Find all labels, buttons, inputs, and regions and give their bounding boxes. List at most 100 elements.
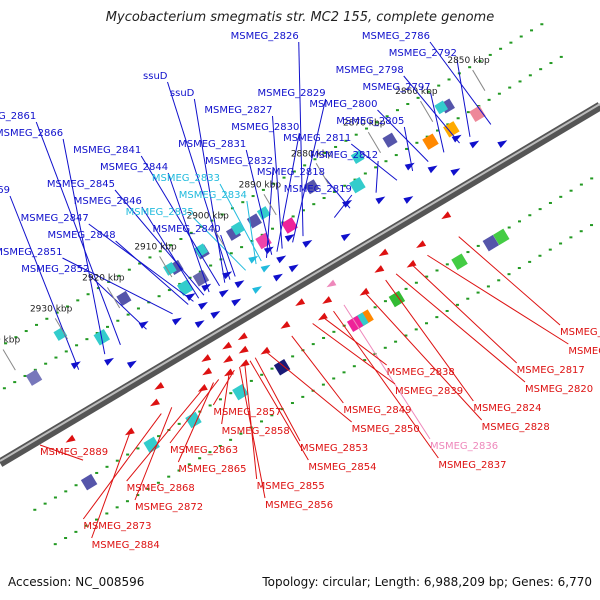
leader-line [219, 183, 262, 262]
forward-feature-box [192, 270, 210, 287]
forward-feature-arrow [222, 271, 233, 280]
leader-line [343, 304, 431, 440]
guide-dot [507, 273, 511, 276]
leader-line [89, 274, 147, 330]
forward-feature-arrow [201, 283, 212, 292]
guide-dot [177, 469, 181, 472]
guide-dot [157, 435, 161, 438]
guide-dot [323, 152, 327, 155]
forward-feature-arrow [260, 264, 271, 273]
gene-label: MSMEG_2798 [336, 65, 404, 76]
gene-label: MSMEG_2866 [0, 128, 63, 139]
kbp-tick-label: 2850 kbp [447, 56, 490, 66]
guide-dot [45, 317, 49, 320]
guide-dot [445, 309, 449, 312]
accession-text: Accession: NC_008596 [8, 575, 145, 589]
leader-line [35, 121, 121, 345]
gene-label: MSMEG_2818 [257, 167, 325, 178]
guide-dot [84, 524, 88, 527]
kbp-tick-line [315, 162, 329, 185]
guide-dot [229, 392, 233, 395]
guide-dot [54, 356, 58, 359]
gene-label: MSMEG_2819 [284, 184, 352, 195]
leader-line [115, 240, 189, 305]
reverse-feature-arrow [406, 259, 417, 268]
leader-line [429, 41, 492, 125]
forward-feature-box [382, 132, 398, 148]
gene-label: MSMEG_2868 [127, 483, 195, 494]
guide-dot [486, 285, 490, 288]
guide-dot [538, 254, 542, 257]
gene-label: MSMEG_2848 [48, 230, 116, 241]
guide-dot [229, 252, 233, 255]
forward-feature-arrow [126, 360, 137, 369]
guide-dot [332, 190, 336, 193]
guide-dot [156, 481, 160, 484]
guide-dot [198, 457, 202, 460]
kbp-tick-line [367, 131, 382, 154]
forward-feature-arrow [218, 289, 229, 298]
kbp-tick-line [54, 318, 68, 340]
forward-feature-box [163, 261, 177, 276]
leader-line [456, 58, 471, 137]
guide-dot [548, 248, 552, 251]
forward-feature-box [349, 176, 366, 194]
guide-dot [405, 147, 409, 150]
kbp-tick-label: 2860 kbp [395, 87, 438, 97]
leader-line [385, 279, 474, 402]
gene-label: MSMEG_2856 [265, 500, 333, 511]
forward-feature-arrow [403, 196, 414, 204]
guide-dot [303, 164, 307, 167]
leader-line [39, 444, 84, 461]
guide-dot [344, 139, 348, 142]
leader-line [403, 75, 460, 144]
guide-dot [548, 201, 552, 204]
kbp-tick-line [263, 193, 277, 216]
guide-dot [446, 123, 450, 126]
kbp-tick-line [211, 225, 225, 247]
guide-dot [365, 127, 369, 130]
guide-dot [528, 214, 532, 217]
forward-feature-box [194, 243, 209, 258]
gene-label: MSMEG_2827 [204, 105, 272, 116]
forward-feature-arrow [427, 165, 438, 174]
guide-dot [85, 338, 89, 341]
leader-line [292, 98, 327, 243]
forward-feature-box [256, 206, 271, 220]
guide-dot [105, 512, 109, 515]
guide-dot [478, 60, 482, 63]
guide-dot [414, 328, 418, 331]
guide-dot [250, 239, 254, 242]
guide-dot [321, 383, 325, 386]
guide-dot [53, 543, 57, 546]
gene-label: MSMEG_2813 [568, 346, 600, 357]
forward-feature-arrow [288, 264, 299, 273]
guide-dot [136, 307, 140, 310]
guide-dot [488, 53, 492, 56]
leader-line [265, 351, 352, 423]
guide-dot [218, 444, 222, 447]
guide-dot [291, 355, 295, 358]
forward-feature-arrow [302, 240, 313, 248]
gene-label: MSMEG_2837 [438, 460, 506, 471]
leader-line [82, 413, 162, 520]
guide-dot [426, 90, 430, 93]
leader-line [430, 92, 445, 153]
guide-dot [115, 506, 119, 509]
guide-dot [476, 291, 480, 294]
gene-label: MSMEG_2828 [482, 422, 550, 433]
gene-label: MSMEG_2884 [92, 540, 160, 551]
gene-label: MSMEG_2820 [525, 384, 593, 395]
forward-feature-box [434, 100, 449, 115]
guide-dot [167, 289, 171, 292]
gene-label: MSMEG_2850 [352, 424, 420, 435]
kbp-tick-label: 2930 kbp [30, 305, 73, 315]
guide-dot [375, 121, 379, 124]
guide-dot [241, 201, 245, 204]
guide-dot [290, 402, 294, 405]
kbp-tick-line [2, 349, 16, 371]
guide-dot [230, 207, 234, 210]
guide-dot [332, 377, 336, 380]
leader-line [333, 194, 353, 218]
leader-line [276, 132, 300, 252]
